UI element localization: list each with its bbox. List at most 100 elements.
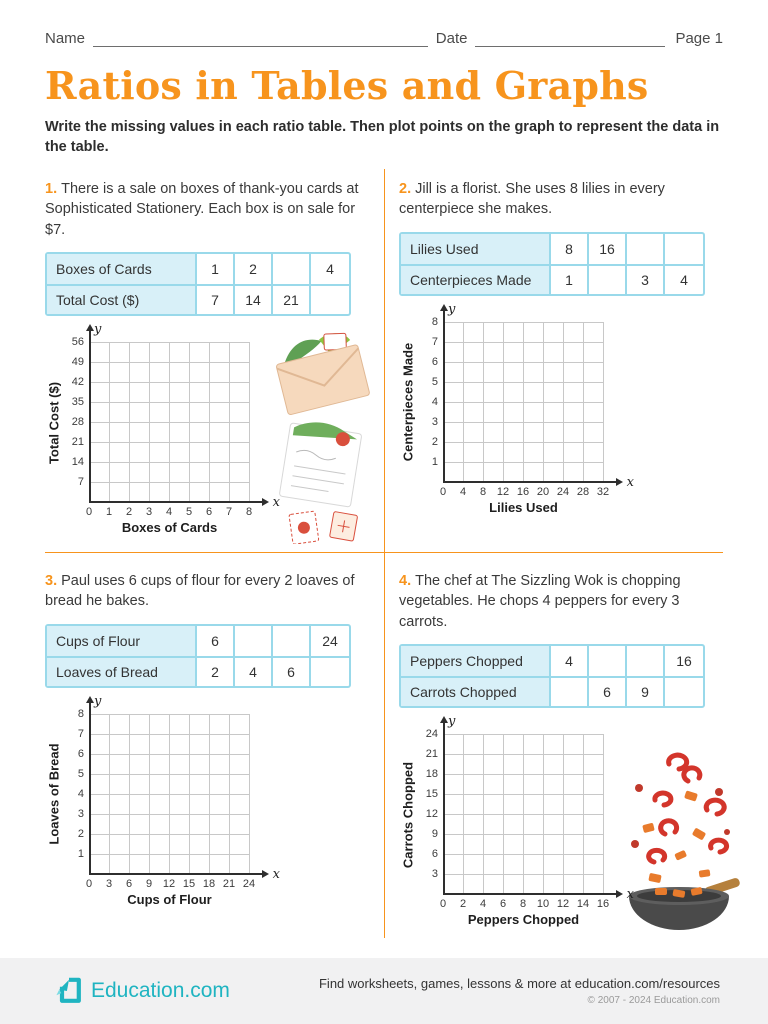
y-tick-labels: 8 7 6 5 4 3 2 1 xyxy=(63,704,89,864)
y-var-label: y xyxy=(448,714,456,730)
tick-label: 21 xyxy=(71,436,84,449)
table-cell: 8 xyxy=(551,233,589,264)
tick-label: 5 xyxy=(185,506,193,519)
table-cell-empty[interactable] xyxy=(311,658,349,686)
tick-label: 2 xyxy=(77,827,84,840)
problem-2-statement: Jill is a florist. She uses 8 lilies in … xyxy=(399,181,665,218)
name-blank-line[interactable] xyxy=(93,31,428,47)
problem-1-text: 1. There is a sale on boxes of thank-you … xyxy=(45,179,369,240)
row-cells: 8 16 xyxy=(551,233,703,264)
table-cell: 7 xyxy=(197,286,235,315)
y-var-label: y xyxy=(94,322,102,338)
tick-label: 12 xyxy=(425,808,438,821)
tick-label: 9 xyxy=(145,877,153,890)
tick-label: 3 xyxy=(431,868,438,881)
x-var-label: x xyxy=(626,474,634,490)
graph-grid[interactable]: y x xyxy=(86,694,280,882)
tick-label: 6 xyxy=(499,898,507,911)
table-row: Peppers Chopped 4 16 xyxy=(401,646,703,677)
problem-1-number: 1. xyxy=(45,181,58,198)
page-number: Page 1 xyxy=(675,30,723,47)
table-cell: 4 xyxy=(680,271,688,288)
footer-copyright: © 2007 - 2024 Education.com xyxy=(587,995,720,1006)
date-label: Date xyxy=(435,30,468,47)
row-label: Centerpieces Made xyxy=(401,265,551,294)
graph-grid[interactable]: y x xyxy=(86,322,280,510)
problem-1: 1. There is a sale on boxes of thank-you … xyxy=(45,167,370,545)
table-cell-empty[interactable] xyxy=(273,625,311,656)
tick-label: 7 xyxy=(225,506,233,519)
table-cell: 2 xyxy=(197,657,235,686)
row-cells: 7 14 21 xyxy=(197,286,349,315)
x-tick-labels: 0 2 4 6 8 10 12 14 16 xyxy=(433,898,614,910)
tick-label: 1 xyxy=(105,506,113,519)
tick-label: 6 xyxy=(125,877,133,890)
tick-label: 21 xyxy=(425,748,438,761)
tick-label: 12 xyxy=(556,898,570,911)
tick-label: 4 xyxy=(431,395,438,408)
table-cell-empty[interactable] xyxy=(627,233,665,264)
tick-label: 18 xyxy=(202,877,216,890)
horizontal-divider xyxy=(45,552,723,554)
tick-label: 5 xyxy=(431,375,438,388)
x-axis-label: Lilies Used xyxy=(489,499,558,515)
table-cell-empty[interactable] xyxy=(273,254,311,285)
table-cell-empty[interactable] xyxy=(627,646,665,677)
date-blank-line[interactable] xyxy=(475,31,666,47)
tick-label: 16 xyxy=(596,898,610,911)
x-tick-labels: 0 3 6 9 12 15 18 21 24 xyxy=(79,878,260,890)
table-cell-empty[interactable] xyxy=(665,678,703,706)
table-cell: 4 xyxy=(551,646,589,677)
thank-you-cards-illustration xyxy=(276,332,370,545)
x-axis-label: Cups of Flour xyxy=(127,891,212,907)
tick-label: 0 xyxy=(85,506,93,519)
table-cell: 6 xyxy=(589,678,627,707)
y-axis-label-holder: Loaves of Bread xyxy=(45,700,63,875)
table-row: Cups of Flour 6 24 xyxy=(47,625,349,656)
header: Name Date Page 1 xyxy=(45,0,723,47)
table-cell: 1 xyxy=(197,254,235,285)
problem-3-text: 3. Paul uses 6 cups of flour for every 2 … xyxy=(45,571,369,612)
row-cells: 4 16 xyxy=(551,646,703,677)
tick-label: 6 xyxy=(205,506,213,519)
y-tick-labels: 8 7 6 5 4 3 2 1 xyxy=(417,312,443,472)
row-label: Carrots Chopped xyxy=(401,678,551,707)
y-axis-label-holder: Total Cost ($) xyxy=(45,328,63,503)
table-cell-empty[interactable] xyxy=(665,234,703,264)
x-axis-arrow xyxy=(262,498,269,507)
row-label: Total Cost ($) xyxy=(47,286,197,315)
table-row: Lilies Used 8 16 xyxy=(401,233,703,264)
tick-label: 12 xyxy=(496,485,510,498)
graph-grid[interactable]: y x xyxy=(440,714,634,902)
tick-label: 32 xyxy=(596,485,610,498)
tick-label: 16 xyxy=(516,485,530,498)
tick-label: 8 xyxy=(245,506,253,519)
x-axis-arrow xyxy=(616,477,623,486)
tick-label: 35 xyxy=(71,396,84,409)
y-axis-label-holder: Carrots Chopped xyxy=(399,720,417,895)
y-axis-label: Carrots Chopped xyxy=(400,761,416,868)
name-label: Name xyxy=(45,30,86,47)
table-cell: 4 xyxy=(235,657,273,686)
graph-grid[interactable]: y x xyxy=(440,302,634,490)
table-cell: 6 xyxy=(273,657,311,686)
table-cell-empty[interactable] xyxy=(235,625,273,656)
table-cell-empty[interactable] xyxy=(589,265,627,294)
table-cell-empty[interactable] xyxy=(551,678,589,707)
y-axis-label-holder: Centerpieces Made xyxy=(399,308,417,483)
table-cell-empty[interactable] xyxy=(311,286,349,314)
table-cell-empty[interactable] xyxy=(589,646,627,677)
y-var-label: y xyxy=(448,301,456,317)
table-cell: 3 xyxy=(627,265,665,294)
